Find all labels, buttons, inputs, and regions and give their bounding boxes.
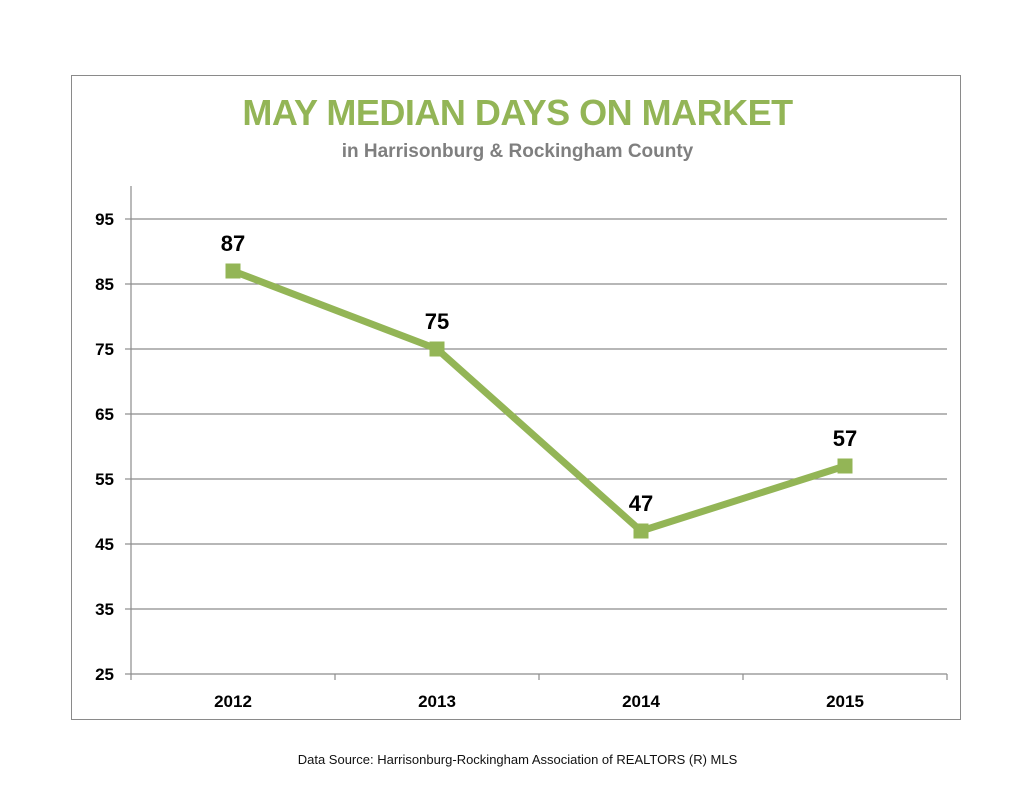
y-tick-label: 65 xyxy=(95,405,114,424)
data-source-note: Data Source: Harrisonburg-Rockingham Ass… xyxy=(297,752,738,767)
series-line xyxy=(229,267,849,535)
data-point-marker xyxy=(429,341,445,357)
data-label: 75 xyxy=(425,309,449,334)
x-tick-label: 2012 xyxy=(214,692,252,711)
axes: 25 35 45 55 65 75 85 95 2012 2013 2014 2015 xyxy=(95,186,948,711)
data-label: 87 xyxy=(221,231,245,256)
series-markers xyxy=(225,263,853,539)
y-tick-label: 45 xyxy=(95,535,114,554)
y-tick-label: 75 xyxy=(95,340,114,359)
y-tick-label: 85 xyxy=(95,275,114,294)
y-tick-label: 95 xyxy=(95,210,114,229)
y-tick-label: 55 xyxy=(95,470,114,489)
data-label: 47 xyxy=(629,491,653,516)
y-tick-label: 35 xyxy=(95,600,114,619)
series-line-group xyxy=(229,267,849,535)
data-point-marker xyxy=(633,523,649,539)
y-tick-label: 25 xyxy=(95,665,114,684)
data-point-marker xyxy=(837,458,853,474)
chart-subtitle: in Harrisonburg & Rockingham County xyxy=(341,141,694,162)
x-tick-label: 2014 xyxy=(622,692,660,711)
x-tick-label: 2015 xyxy=(826,692,864,711)
chart-title: MAY MEDIAN DAYS ON MARKET xyxy=(242,92,793,133)
data-point-marker xyxy=(225,263,241,279)
data-labels: 87 75 47 57 xyxy=(221,231,857,516)
data-label: 57 xyxy=(833,426,857,451)
gridlines xyxy=(131,218,947,610)
chart-frame xyxy=(71,75,961,720)
x-tick-label: 2013 xyxy=(418,692,456,711)
